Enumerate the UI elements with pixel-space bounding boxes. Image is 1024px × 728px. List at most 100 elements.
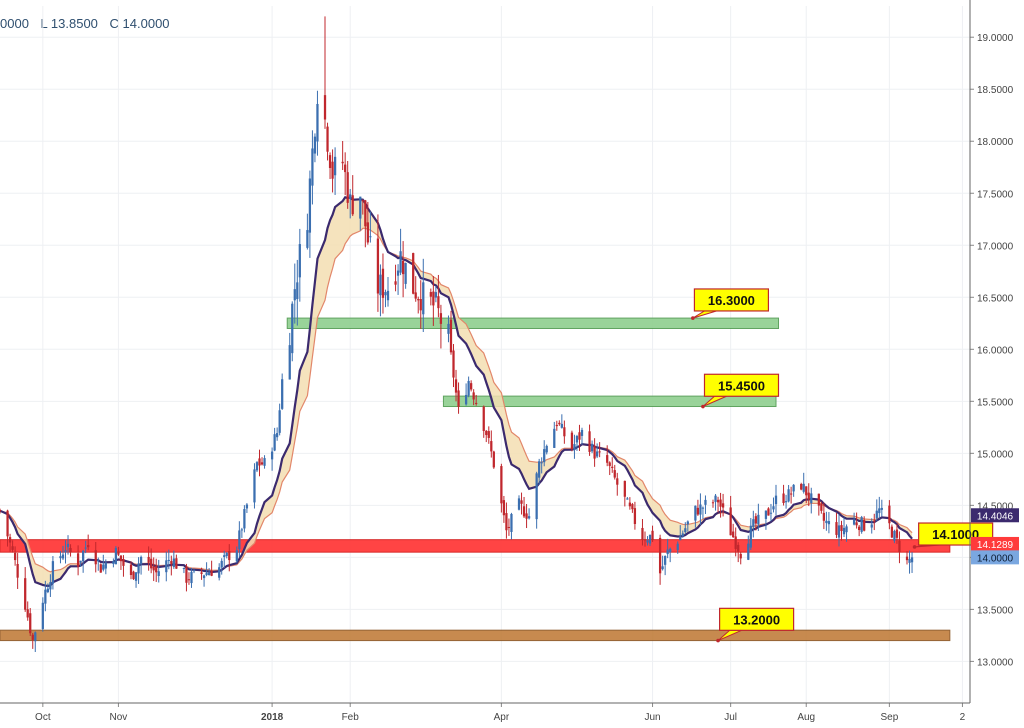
candle-body bbox=[134, 572, 138, 581]
candle-body bbox=[457, 390, 460, 407]
candle-body bbox=[273, 434, 276, 451]
ohlc-readout: 0000 L 13.8500 C 14.0000 bbox=[0, 16, 178, 31]
candle-body bbox=[316, 103, 319, 142]
candle-body bbox=[704, 499, 707, 505]
candle-body bbox=[122, 559, 125, 566]
candle-body bbox=[664, 556, 667, 565]
candle-body bbox=[437, 296, 440, 309]
candle-body bbox=[190, 571, 193, 584]
price-tag-label: 14.1289 bbox=[977, 540, 1014, 551]
candle-body bbox=[157, 571, 160, 577]
candle-body bbox=[580, 429, 584, 436]
candle-body bbox=[805, 486, 808, 496]
candle-body bbox=[333, 156, 337, 176]
candle-body bbox=[658, 537, 662, 574]
candle-body bbox=[379, 274, 382, 296]
candle-body bbox=[6, 510, 9, 537]
candle-body bbox=[873, 520, 876, 522]
candle-body bbox=[64, 550, 67, 553]
candle-body bbox=[835, 522, 838, 535]
candle-body bbox=[331, 161, 334, 179]
candle-body bbox=[263, 458, 266, 466]
candle-body bbox=[112, 561, 115, 564]
candle-body bbox=[449, 319, 453, 353]
candle-body bbox=[419, 299, 422, 311]
open-value: 0000 bbox=[0, 16, 29, 31]
candle-body bbox=[192, 570, 196, 572]
candle-body bbox=[575, 436, 579, 443]
candle-body bbox=[893, 531, 896, 541]
candle-body bbox=[729, 507, 732, 536]
candle-body bbox=[679, 536, 682, 541]
candle-body bbox=[555, 424, 558, 427]
candle-body bbox=[412, 253, 415, 294]
candle-body bbox=[200, 572, 203, 574]
candle-body bbox=[487, 431, 490, 438]
candle-body bbox=[769, 512, 773, 514]
candle-body bbox=[825, 520, 828, 524]
candle-body bbox=[898, 540, 901, 553]
candle-body bbox=[782, 493, 785, 503]
candle-body bbox=[202, 575, 206, 579]
candle-body bbox=[895, 529, 899, 538]
candle-body bbox=[447, 323, 450, 334]
candle-body bbox=[381, 268, 385, 298]
callout-anchor bbox=[701, 404, 705, 409]
candle-body bbox=[152, 566, 155, 571]
candle-body bbox=[651, 530, 654, 540]
candle-body bbox=[404, 263, 407, 284]
candle-body bbox=[734, 536, 737, 549]
candle-body bbox=[510, 513, 513, 532]
candle-body bbox=[784, 501, 788, 503]
candle-body bbox=[701, 507, 705, 509]
candle-body bbox=[502, 500, 506, 516]
candles bbox=[0, 16, 914, 652]
candle-body bbox=[276, 433, 279, 438]
candle-body bbox=[772, 506, 775, 510]
candle-body bbox=[611, 466, 614, 468]
red-zone bbox=[0, 539, 951, 553]
candle-body bbox=[716, 499, 720, 503]
candle-body bbox=[223, 555, 226, 557]
candle-body bbox=[631, 504, 634, 510]
y-tick-label: 17.0000 bbox=[977, 241, 1014, 252]
x-tick-label: Sep bbox=[880, 712, 898, 723]
callout-box bbox=[693, 288, 770, 312]
candle-body bbox=[595, 451, 599, 457]
candle-body bbox=[255, 462, 259, 471]
y-tick-label: 13.0000 bbox=[977, 657, 1014, 668]
y-tick-label: 18.0000 bbox=[977, 137, 1014, 148]
candle-body bbox=[328, 155, 332, 169]
candle-body bbox=[311, 148, 314, 186]
candle-body bbox=[66, 543, 70, 548]
candle-body bbox=[182, 568, 186, 570]
candle-body bbox=[606, 455, 609, 463]
candle-body bbox=[429, 292, 432, 297]
candle-body bbox=[613, 470, 616, 478]
callouts: 16.3000 15.4500 14.1000 13.2000 bbox=[691, 288, 994, 643]
candle-body bbox=[376, 238, 380, 294]
candle-body bbox=[228, 550, 231, 561]
candle-body bbox=[175, 558, 178, 569]
candle-body bbox=[890, 526, 894, 538]
candle-body bbox=[820, 503, 823, 511]
x-tick-label: 2018 bbox=[261, 712, 284, 723]
callout-label: 15.4500 bbox=[718, 378, 765, 393]
candle-body bbox=[593, 445, 596, 459]
candle-body bbox=[13, 552, 17, 561]
candle-body bbox=[500, 466, 503, 504]
candle-body bbox=[369, 236, 372, 238]
candle-body bbox=[313, 136, 317, 154]
candle-body bbox=[452, 350, 455, 378]
candle-body bbox=[648, 534, 652, 544]
candle-body bbox=[573, 444, 576, 450]
brown-zone bbox=[0, 629, 951, 642]
candle-body bbox=[774, 495, 778, 505]
candle-body bbox=[396, 270, 400, 276]
candle-body bbox=[344, 164, 347, 173]
y-tick-label: 15.5000 bbox=[977, 397, 1014, 408]
candle-body bbox=[764, 510, 768, 519]
x-tick-label: Nov bbox=[110, 712, 128, 723]
